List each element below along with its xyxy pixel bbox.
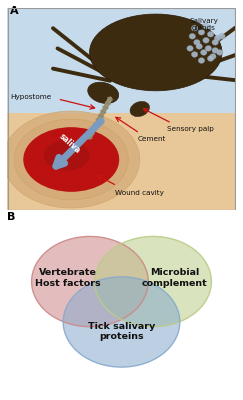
Circle shape bbox=[191, 52, 198, 57]
Circle shape bbox=[196, 44, 202, 49]
Circle shape bbox=[194, 40, 200, 45]
Text: Vertebrate
Host factors: Vertebrate Host factors bbox=[35, 268, 101, 288]
Circle shape bbox=[187, 46, 193, 51]
Text: Sensory palp: Sensory palp bbox=[167, 126, 214, 132]
Bar bbox=[7, 113, 236, 210]
Circle shape bbox=[63, 277, 180, 367]
Ellipse shape bbox=[3, 111, 140, 208]
Text: Tick salivary
proteins: Tick salivary proteins bbox=[88, 322, 155, 341]
Ellipse shape bbox=[14, 119, 128, 200]
Circle shape bbox=[217, 50, 223, 55]
Text: Salivary
glands: Salivary glands bbox=[189, 18, 218, 31]
Text: Microbial
complement: Microbial complement bbox=[142, 268, 208, 288]
Circle shape bbox=[189, 34, 196, 39]
Text: B: B bbox=[7, 212, 16, 222]
Circle shape bbox=[212, 48, 218, 53]
Text: Cement: Cement bbox=[138, 136, 166, 142]
Circle shape bbox=[198, 58, 205, 63]
Bar bbox=[7, 8, 236, 113]
Circle shape bbox=[214, 36, 221, 41]
Circle shape bbox=[203, 38, 209, 43]
Circle shape bbox=[198, 30, 205, 35]
Circle shape bbox=[219, 34, 225, 39]
Text: saliva: saliva bbox=[58, 132, 83, 155]
Circle shape bbox=[212, 40, 218, 45]
Ellipse shape bbox=[89, 14, 222, 91]
Ellipse shape bbox=[23, 127, 119, 192]
Ellipse shape bbox=[130, 101, 149, 117]
Ellipse shape bbox=[44, 140, 89, 171]
Circle shape bbox=[207, 56, 214, 61]
Circle shape bbox=[203, 23, 209, 29]
Circle shape bbox=[191, 25, 198, 31]
Text: A: A bbox=[9, 6, 18, 16]
Circle shape bbox=[210, 54, 216, 59]
Circle shape bbox=[32, 236, 148, 327]
Circle shape bbox=[200, 50, 207, 55]
Circle shape bbox=[207, 32, 214, 37]
Circle shape bbox=[205, 46, 211, 51]
Circle shape bbox=[95, 236, 211, 327]
Text: Hypostome: Hypostome bbox=[11, 94, 52, 100]
Text: Wound cavity: Wound cavity bbox=[115, 190, 164, 196]
Ellipse shape bbox=[88, 82, 119, 104]
